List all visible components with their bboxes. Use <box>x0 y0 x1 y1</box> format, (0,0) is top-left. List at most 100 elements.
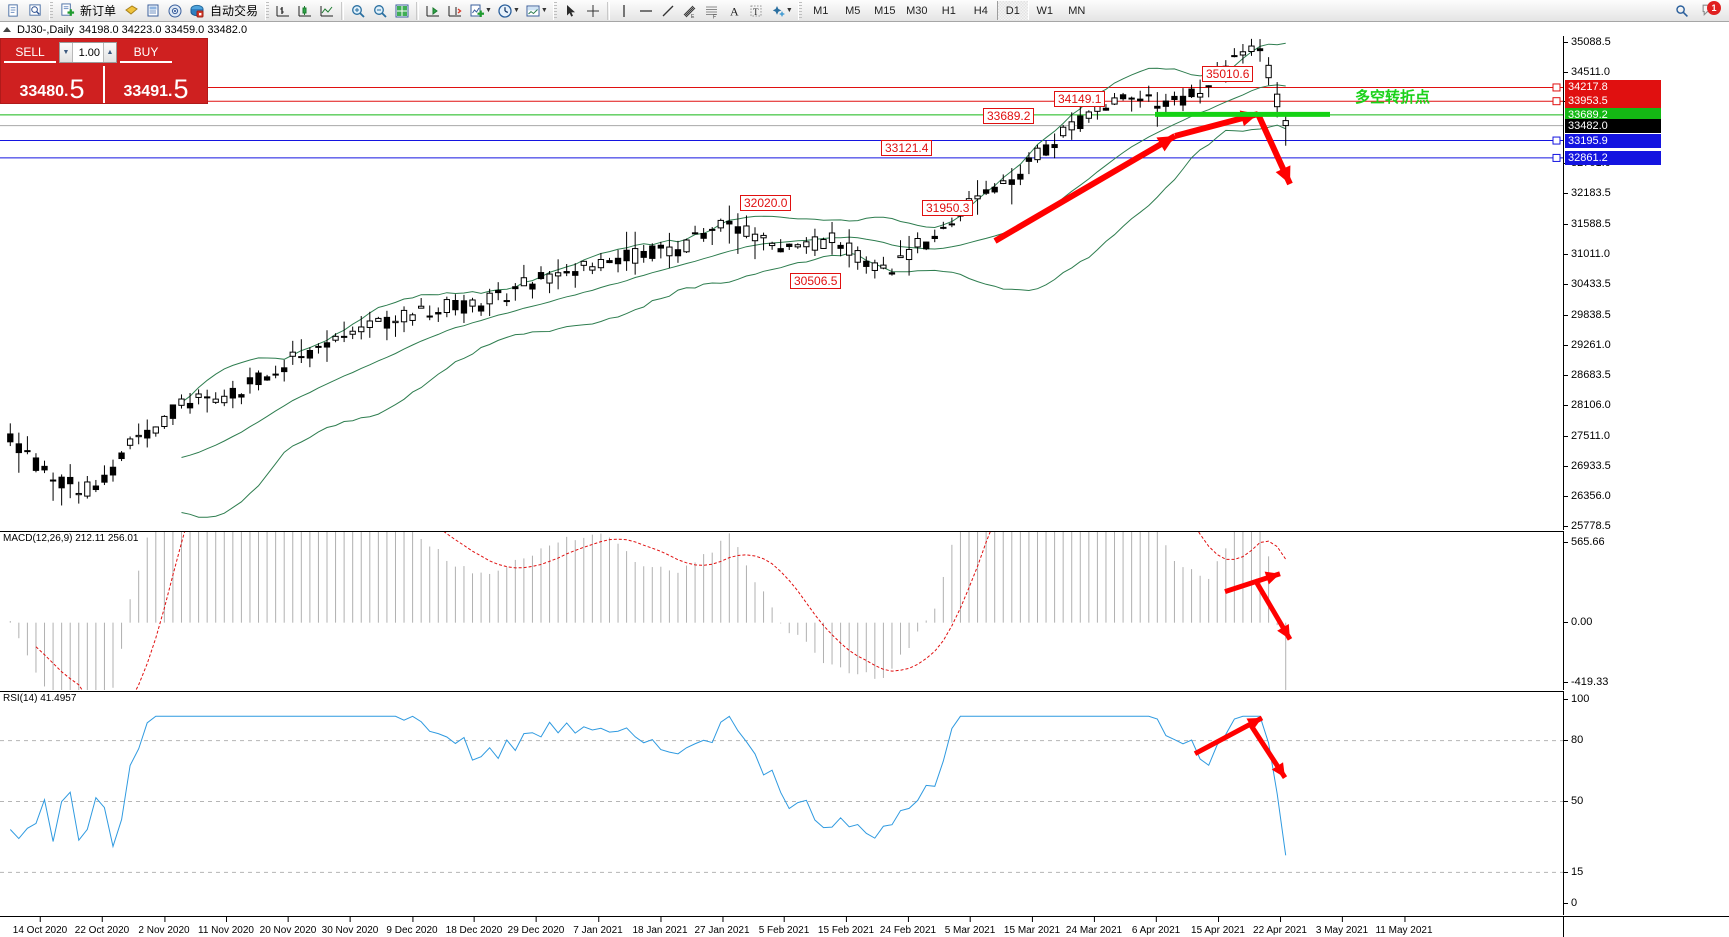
sell-button[interactable]: SELL <box>4 42 56 63</box>
rsi-tick: 0 <box>1564 897 1577 909</box>
rsi-tick: 50 <box>1564 795 1583 807</box>
new-chart-icon[interactable] <box>2 1 24 21</box>
zoom-out-icon[interactable] <box>369 1 391 21</box>
volume-input[interactable]: 1.00 <box>78 46 100 59</box>
alerts-button[interactable]: 1 <box>1697 0 1721 21</box>
macd-axis-scale[interactable]: 565.66 0.00 -419.33 <box>1563 531 1729 690</box>
search-icon[interactable] <box>1671 1 1693 21</box>
price-tick: 26356.0 <box>1564 490 1611 502</box>
timeframe-mn[interactable]: MN <box>1068 4 1086 17</box>
resistance-level-2[interactable]: 33953.5 <box>1565 94 1661 109</box>
new-order-button[interactable]: 新订单 <box>80 4 117 18</box>
zoom-in-icon[interactable] <box>347 1 369 21</box>
support-level-green[interactable]: 33689.2 <box>1565 107 1661 122</box>
chart-collapse-icon[interactable] <box>3 27 11 32</box>
axis-corner <box>1563 916 1729 937</box>
sell-price[interactable]: 33480 . 5 <box>1 66 103 103</box>
current-price-label[interactable]: 33482.0 <box>1565 118 1661 133</box>
anno-33121[interactable]: 33121.4 <box>881 140 933 156</box>
rsi-pane[interactable]: RSI(14) 41.4957 <box>0 691 1563 915</box>
auto-trading-button[interactable]: 自动交易 <box>210 4 259 18</box>
timeframe-m1[interactable]: M1 <box>813 4 829 17</box>
crosshair-icon[interactable] <box>582 1 604 21</box>
date-axis[interactable]: 14 Oct 2020 22 Oct 2020 2 Nov 2020 11 Nov 2… <box>0 916 1563 937</box>
support-level-blue-2[interactable]: 32861.2 <box>1565 150 1661 165</box>
anno-31950[interactable]: 31950.3 <box>922 200 974 216</box>
shapes-icon[interactable] <box>767 1 789 21</box>
navigator-icon[interactable] <box>164 1 186 21</box>
new-order-icon[interactable] <box>56 1 78 21</box>
date-tick: 24 Mar 2021 <box>1065 917 1123 936</box>
indicators-icon[interactable] <box>466 1 488 21</box>
chart-shift-icon[interactable] <box>422 1 444 21</box>
date-tick: 5 Feb 2021 <box>758 917 810 936</box>
anno-34149[interactable]: 34149.1 <box>1054 91 1106 107</box>
anno-33689[interactable]: 33689.2 <box>983 108 1035 124</box>
price-axis-scale[interactable]: 35088.534511.033953.532761.032183.531588… <box>1563 36 1729 532</box>
date-tick: 11 May 2021 <box>1375 917 1433 936</box>
rsi-tick: 80 <box>1564 734 1583 746</box>
bar-chart-icon[interactable] <box>272 1 294 21</box>
anno-32020[interactable]: 32020.0 <box>740 195 792 211</box>
vertical-line-icon[interactable] <box>613 1 635 21</box>
rsi-label: RSI(14) 41.4957 <box>3 693 77 704</box>
buy-price[interactable]: 33491 . 5 <box>103 66 207 103</box>
text-icon[interactable]: A <box>723 1 745 21</box>
timeframe-h1[interactable]: H1 <box>941 4 956 17</box>
rsi-svg <box>0 715 1563 873</box>
svg-text:E: E <box>691 14 695 19</box>
trade-panel-top: SELL ▼ 1.00 ▲ BUY <box>1 39 207 66</box>
anno-30506[interactable]: 30506.5 <box>790 273 842 289</box>
auto-scroll-icon[interactable] <box>444 1 466 21</box>
buy-button[interactable]: BUY <box>120 42 172 63</box>
candlestick-chart-icon[interactable] <box>294 1 316 21</box>
date-tick: 5 Mar 2021 <box>944 917 996 936</box>
date-tick: 18 Jan 2021 <box>632 917 688 936</box>
fibonacci-icon[interactable]: F <box>701 1 723 21</box>
expert-advisors-icon[interactable] <box>120 1 142 21</box>
text-label-icon[interactable]: T <box>745 1 767 21</box>
tile-windows-icon[interactable] <box>391 1 413 21</box>
date-tick: 9 Dec 2020 <box>386 917 438 936</box>
period-icon[interactable] <box>494 1 516 21</box>
date-tick: 18 Dec 2020 <box>445 917 503 936</box>
price-tick: 26933.5 <box>1564 460 1611 472</box>
timeframe-h4[interactable]: H4 <box>973 4 988 17</box>
timeframe-m15[interactable]: M15 <box>874 4 896 17</box>
trendline-icon[interactable] <box>657 1 679 21</box>
indicators-dropdown-arrow[interactable]: ▼ <box>485 7 492 14</box>
volume-stepper[interactable]: ▼ 1.00 ▲ <box>59 42 117 63</box>
macd-pane[interactable]: MACD(12,26,9) 212.11 256.01 <box>0 531 1563 690</box>
chart-profiles-icon[interactable] <box>24 1 46 21</box>
timeframe-m30[interactable]: M30 <box>906 4 928 17</box>
timeframe-group: M1 M5 M15 M30 H1 H4 D1 W1 MN <box>805 1 1093 20</box>
timeframe-d1[interactable]: D1 <box>996 1 1029 20</box>
templates-dropdown-arrow[interactable]: ▼ <box>540 7 548 14</box>
templates-icon[interactable] <box>522 1 544 21</box>
market-watch-icon[interactable] <box>142 1 164 21</box>
toolbar-grip <box>49 1 53 20</box>
line-chart-icon[interactable] <box>316 1 338 21</box>
equidistant-channel-icon[interactable]: E <box>679 1 701 21</box>
toolbar-separator-3 <box>606 1 610 20</box>
date-tick: 11 Nov 2020 <box>198 917 254 936</box>
period-dropdown-arrow[interactable]: ▼ <box>512 7 520 14</box>
sell-price-fraction: 5 <box>69 74 85 105</box>
volume-increment-icon[interactable]: ▲ <box>103 43 116 62</box>
price-tick: 31011.0 <box>1564 248 1610 260</box>
timeframe-m5[interactable]: M5 <box>845 4 861 17</box>
shapes-dropdown-arrow[interactable]: ▼ <box>785 7 793 14</box>
auto-trading-icon[interactable] <box>186 1 208 21</box>
rsi-axis-scale[interactable]: 100 80 50 15 0 <box>1563 691 1729 915</box>
cursor-icon[interactable] <box>560 1 582 21</box>
price-chart-pane[interactable] <box>0 36 1563 530</box>
resistance-level-1[interactable]: 34217.8 <box>1565 80 1661 95</box>
horizontal-line-icon[interactable] <box>635 1 657 21</box>
chart-header: DJ30-,Daily 34198.0 34223.0 33459.0 3348… <box>0 23 1540 36</box>
anno-35010[interactable]: 35010.6 <box>1202 66 1254 82</box>
support-level-blue-1[interactable]: 33195.9 <box>1565 133 1661 148</box>
date-tick: 2 Nov 2020 <box>138 917 190 936</box>
volume-decrement-icon[interactable]: ▼ <box>60 43 73 62</box>
timeframe-w1[interactable]: W1 <box>1036 4 1054 17</box>
toolbar-grip-4 <box>797 1 802 20</box>
